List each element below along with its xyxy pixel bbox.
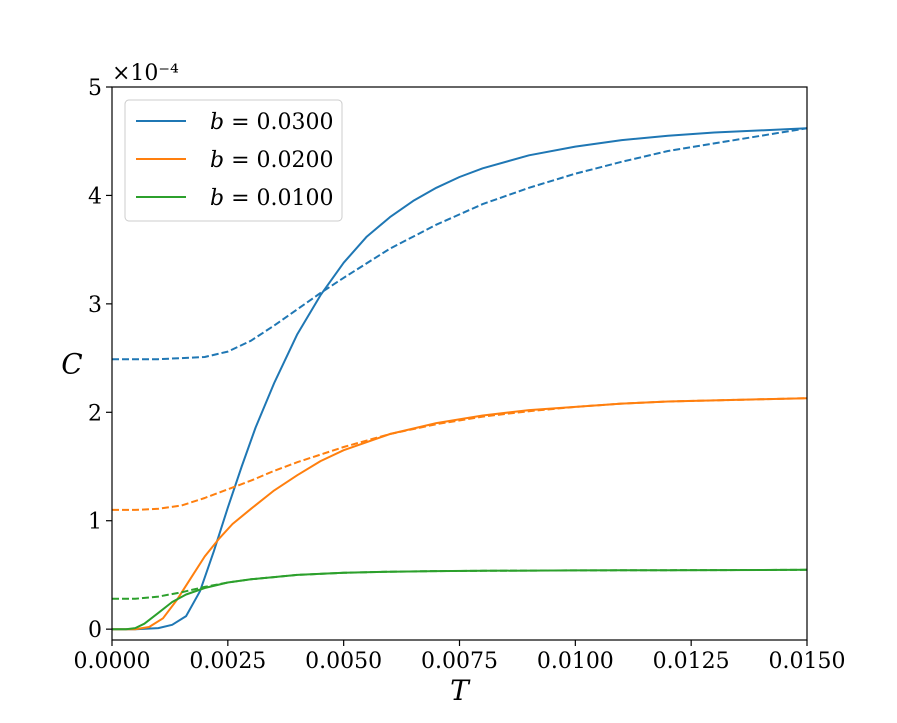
legend: b = 0.0300 b = 0.0200 b = 0.0100: [124, 99, 343, 222]
y-offset-text: ×10⁻⁴: [112, 61, 179, 86]
legend-box: [124, 99, 343, 222]
x-tick-label: 0.0025: [189, 649, 266, 674]
series-1-solid-line: [112, 127, 807, 631]
y-tick-label: 5: [88, 76, 102, 101]
axes: 0.0000 0.0025 0.0050 0.0075 0.0100 0.0125 0.01…: [61, 61, 845, 707]
y-tick-label: 1: [88, 510, 102, 535]
series-1-dashed-line: [112, 127, 807, 361]
x-tick-label: 0.0100: [537, 649, 614, 674]
y-tick-label: 3: [88, 293, 102, 318]
x-tick-label: 0.0125: [653, 649, 730, 674]
series-2-dashed-line: [112, 397, 807, 511]
series-3-solid-line: [112, 568, 807, 631]
legend-label-3: b = 0.0100: [210, 186, 334, 211]
legend-label-1: b = 0.0300: [210, 110, 334, 135]
x-tick-label: 0.0050: [305, 649, 382, 674]
y-tick-label: 2: [88, 401, 102, 426]
x-tick-label: 0.0075: [421, 649, 498, 674]
y-tick-label: 4: [88, 184, 102, 209]
x-axis-label: T: [450, 674, 471, 707]
plot-curves: [112, 127, 807, 631]
series-2-solid-line: [112, 397, 807, 631]
x-tick-label: 0.0000: [74, 649, 151, 674]
y-axis-label: C: [61, 348, 82, 381]
y-tick-label: 0: [88, 618, 102, 643]
legend-label-2: b = 0.0200: [210, 148, 334, 173]
x-tick-label: 0.0150: [769, 649, 846, 674]
